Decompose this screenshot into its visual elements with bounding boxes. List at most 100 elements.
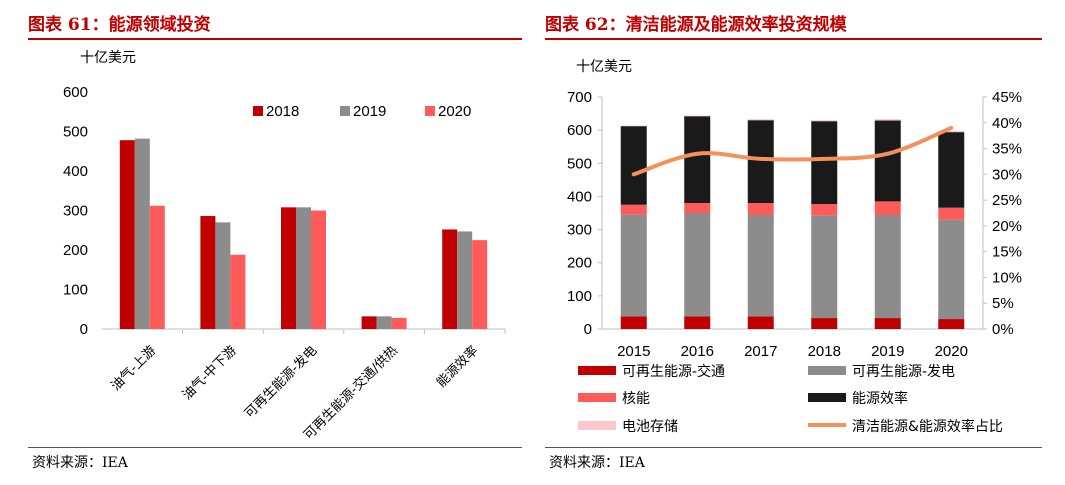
- stacked-bar-电池存储: [620, 125, 647, 127]
- y2-tick-label: 30%: [992, 166, 1022, 183]
- legend-label: 2020: [438, 103, 471, 120]
- bar-2018: [200, 216, 216, 329]
- legend-label: 清洁能源&能源效率占比: [852, 418, 1003, 435]
- stacked-bar-能源效率: [938, 132, 965, 208]
- legend-swatch-能源效率: [808, 393, 846, 402]
- x-tick-label: 可再生能源-发电: [241, 343, 320, 422]
- bar-2019: [215, 222, 231, 329]
- stacked-bar-可再生能源-发电: [938, 219, 965, 320]
- x-tick-label: 2019: [871, 343, 904, 360]
- y-tick-label: 600: [63, 84, 88, 101]
- bar-2018: [361, 316, 377, 329]
- stacked-bar-可再生能源-交通: [938, 319, 965, 329]
- stacked-bar-可再生能源-交通: [747, 316, 774, 329]
- right-chart: 十亿美元 0 100 200 300 400 500 600 700 0% 5% 10% 15% 20% 2…: [567, 59, 1022, 435]
- stacked-bar-能源效率: [811, 121, 838, 205]
- y-tick-label: 500: [567, 155, 592, 172]
- legend-label: 能源效率: [852, 390, 908, 407]
- legend-swatch-核能: [578, 393, 616, 402]
- x-tick-label: 油气-中下游: [179, 343, 240, 404]
- x-tick-label: 2017: [744, 343, 777, 360]
- left-chart: 十亿美元 0 100 200 300 400 500 600 油气-上游 油气-中下游 可再生能源-…: [63, 50, 506, 440]
- left-source: 资料来源：IEA: [32, 455, 128, 471]
- stacked-bar-核能: [938, 207, 965, 220]
- y-tick-label: 100: [567, 288, 592, 305]
- y-axis-unit-label: 十亿美元: [576, 59, 632, 75]
- y-tick-label: 200: [567, 255, 592, 272]
- y2-tick-label: 10%: [992, 269, 1022, 286]
- stacked-bar-电池存储: [747, 119, 774, 121]
- x-tick-label: 2018: [808, 343, 841, 360]
- stacked-bar-可再生能源-发电: [874, 214, 901, 319]
- left-source-rule: [28, 447, 522, 448]
- bar-2018: [119, 140, 135, 329]
- right-source: 资料来源：IEA: [549, 455, 645, 471]
- stacked-bar-可再生能源-交通: [874, 318, 901, 329]
- y-tick-label: 400: [63, 163, 88, 180]
- stacked-bar-可再生能源-交通: [684, 316, 711, 329]
- bar-2018: [442, 229, 458, 329]
- legend-swatch-可再生能源-交通: [578, 366, 616, 375]
- right-title-rule: [545, 38, 1042, 40]
- legend-label: 电池存储: [622, 419, 678, 435]
- stacked-bar-能源效率: [684, 116, 711, 204]
- legend-swatch-2019: [340, 106, 350, 116]
- bar-2018: [281, 207, 296, 329]
- bar-2020: [391, 317, 407, 329]
- stacked-bar-可再生能源-发电: [811, 215, 838, 319]
- bar-2020: [230, 254, 246, 329]
- y-tick-label: 0: [80, 321, 88, 338]
- bar-2019: [296, 207, 311, 329]
- x-tick-label: 2016: [681, 343, 714, 360]
- y2-tick-label: 40%: [992, 115, 1022, 132]
- y2-tick-label: 15%: [992, 244, 1022, 261]
- bar-2020: [149, 205, 165, 329]
- legend-label: 可再生能源-交通: [622, 363, 725, 380]
- legend-label: 可再生能源-发电: [852, 364, 955, 380]
- legend-label: 核能: [622, 391, 650, 407]
- bar-2019: [457, 231, 473, 329]
- stacked-bar-可再生能源-交通: [811, 318, 838, 329]
- legend-swatch-电池存储: [578, 421, 616, 430]
- y-tick-label: 100: [63, 282, 88, 299]
- x-tick-label: 2020: [935, 343, 968, 360]
- left-chart-title: 图表 61：能源领域投资: [28, 15, 211, 35]
- stacked-bar-核能: [620, 204, 647, 215]
- y-tick-label: 700: [567, 89, 592, 106]
- y2-tick-label: 25%: [992, 192, 1022, 209]
- x-tick-label: 油气-上游: [108, 343, 159, 394]
- stacked-bar-能源效率: [874, 120, 901, 202]
- legend-swatch-可再生能源-发电: [808, 366, 846, 375]
- y-tick-label: 400: [567, 188, 592, 205]
- y-tick-label: 200: [63, 242, 88, 259]
- y2-tick-label: 45%: [992, 89, 1022, 106]
- stacked-bar-可再生能源-交通: [620, 316, 647, 329]
- y2-tick-label: 20%: [992, 218, 1022, 235]
- right-source-rule: [545, 447, 1042, 448]
- stacked-bar-核能: [811, 204, 838, 216]
- stacked-bar-能源效率: [620, 126, 647, 205]
- bar-2019: [134, 138, 150, 329]
- y2-tick-label: 5%: [992, 295, 1014, 312]
- left-title-rule: [28, 38, 522, 40]
- stacked-bar-电池存储: [684, 115, 711, 117]
- stacked-bar-可再生能源-发电: [684, 213, 711, 317]
- y-tick-label: 0: [584, 321, 592, 338]
- x-tick-label: 能源效率: [433, 343, 481, 391]
- stacked-bar-核能: [747, 203, 774, 215]
- stacked-bar-电池存储: [938, 130, 965, 133]
- legend-label: 2019: [353, 103, 386, 120]
- y-tick-label: 300: [567, 222, 592, 239]
- stacked-bar-核能: [874, 201, 901, 215]
- y-tick-label: 600: [567, 122, 592, 139]
- stacked-bar-能源效率: [747, 120, 774, 204]
- legend-label: 2018: [266, 103, 299, 120]
- stacked-bar-可再生能源-发电: [747, 214, 774, 317]
- y2-tick-label: 35%: [992, 141, 1022, 158]
- right-chart-title: 图表 62：清洁能源及能源效率投资规模: [545, 15, 847, 35]
- line-series-share: [631, 125, 954, 177]
- y-tick-label: 300: [63, 203, 88, 220]
- y-tick-label: 500: [63, 124, 88, 141]
- bar-2019: [376, 316, 392, 329]
- bar-2020: [472, 240, 488, 329]
